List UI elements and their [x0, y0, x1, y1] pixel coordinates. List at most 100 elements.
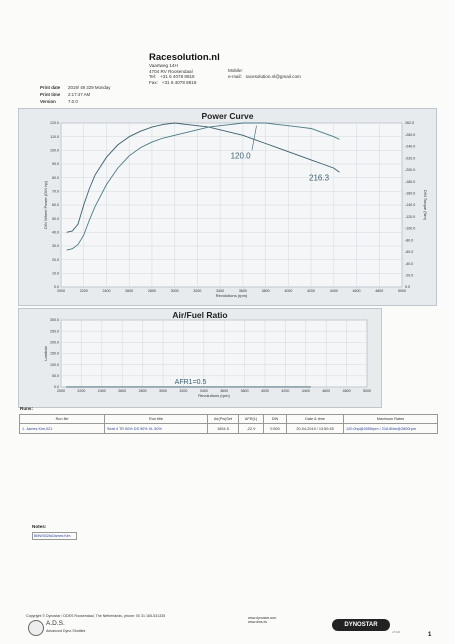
x-tick-label: 3000	[171, 289, 179, 293]
x-tick-label: 2400	[98, 389, 106, 393]
series-line-2	[66, 122, 340, 251]
run-title-cell: Seat 4 TR 50% DS 90% XL 50%	[104, 423, 208, 434]
mobile-label: Mobile:	[228, 68, 243, 73]
y2-tick-label: 0.0	[405, 285, 410, 289]
web-link-1: www.dynostar.com	[248, 616, 277, 620]
y-tick-label: 10.0	[52, 272, 59, 276]
x-tick-label: 2200	[77, 389, 85, 393]
col-run-file: Run file	[19, 413, 105, 425]
address-line-1: Vaartweg 14H	[149, 63, 178, 68]
x-tick-label: 3000	[159, 389, 167, 393]
print-time-row: Print time 2:17:47 AM	[40, 91, 110, 98]
x-axis-label: Revolutions (rpm)	[198, 393, 230, 398]
x-tick-label: 4800	[375, 289, 383, 293]
y-tick-label: 100.0	[50, 363, 59, 367]
runs-table: Run file Run title Air(Pw)Set AFR(1) DIN…	[19, 413, 438, 434]
runs-header-row: Run file Run title Air(Pw)Set AFR(1) DIN…	[19, 413, 438, 425]
x-tick-label: 3200	[179, 389, 187, 393]
print-time: 2:17:47 AM	[68, 92, 91, 98]
y2-tick-label: -40.0	[405, 262, 413, 266]
email-value: racesolution.nl@gmail.com	[245, 73, 301, 79]
version-row: Version 7.0.0	[40, 98, 110, 105]
x-tick-label: 2000	[57, 389, 65, 393]
tel-value: +31 6 4078 8816	[160, 74, 195, 80]
print-date: 2019/ 49 329 Monday	[68, 85, 111, 90]
din-cell: 0.500	[263, 423, 287, 434]
email-line: e-mail: racesolution.nl@gmail.com	[228, 74, 301, 80]
y-tick-label: 0.0	[54, 285, 59, 289]
col-max-rates: Maximum Rates	[343, 413, 438, 425]
airpw-cell: 1654.5	[207, 423, 239, 434]
x-tick-label: 4400	[302, 389, 310, 393]
y-axis-label: DIN Wheel Power (DIN hp)	[43, 180, 48, 229]
x-tick-label: 2400	[102, 289, 110, 293]
x-tick-label: 2800	[139, 389, 147, 393]
y-tick-label: 50.0	[52, 374, 59, 378]
run-file-cell: 1. James Kim.021	[19, 423, 105, 434]
y-tick-label: 200.0	[50, 341, 59, 345]
y-tick-label: 60.0	[52, 203, 59, 207]
y-tick-label: 90.0	[52, 162, 59, 166]
print-date-row: Print date 2019/ 49 329 Monday	[40, 84, 110, 91]
x-tick-label: 3600	[239, 289, 247, 293]
series-line-1	[66, 122, 340, 233]
tel-line: Tel: +31 6 4078 8816	[149, 74, 196, 80]
afr-panel: Air/Fuel Ratio 2000 2200 2400 2600 2800 3000 3…	[18, 308, 382, 408]
x-tick-label: 4200	[281, 389, 289, 393]
y2-tick-label: -220.0	[405, 156, 415, 160]
col-datetime: Date & time	[286, 413, 344, 425]
col-din: DIN	[263, 413, 287, 425]
col-airpw: Air(Pw)Set	[207, 413, 239, 425]
y2-tick-label: -240.0	[405, 145, 415, 149]
company-name: Racesolution.nl	[149, 52, 220, 63]
x-tick-label: 4200	[307, 289, 315, 293]
power-curve-title: Power Curve	[201, 111, 254, 121]
y-tick-label: 0.0	[54, 385, 59, 389]
y2-tick-label: -180.0	[405, 180, 415, 184]
ads-logo-text: A.D.S.	[46, 620, 65, 627]
x-tick-label: 3800	[262, 289, 270, 293]
ads-subtitle: Advanced Dyno Shuttles	[46, 629, 86, 633]
y-tick-label: 150.0	[50, 352, 59, 356]
y-tick-label: 70.0	[52, 190, 59, 194]
afr-chart: 2000 2200 2400 2600 2800 3000 3200 3400 3600 3800…	[43, 318, 371, 398]
x-axis-label: Revolutions (rpm)	[216, 293, 248, 298]
y-tick-label: 40.0	[52, 231, 59, 235]
y2-tick-label: -200.0	[405, 168, 415, 172]
y2-tick-label: -100.0	[405, 227, 415, 231]
annotation-label: 120.0	[231, 152, 252, 161]
x-tick-label: 2000	[57, 289, 65, 293]
col-afr: AFR(1)	[238, 413, 264, 425]
x-tick-label: 3200	[193, 289, 201, 293]
ads-logo-icon	[28, 620, 44, 636]
x-tick-label: 4000	[284, 289, 292, 293]
x-tick-label: 5000	[398, 289, 406, 293]
y-tick-label: 250.0	[50, 329, 59, 333]
afr-title: Air/Fuel Ratio	[172, 310, 228, 320]
x-tick-label: 2200	[80, 289, 88, 293]
y2-tick-label: 262.5	[405, 121, 414, 125]
copyright: Copyright © Dynostar / DDES Roosendaal, …	[26, 614, 166, 618]
table-row[interactable]: 1. James Kim.021 Seat 4 TR 50% DS 90% XL…	[19, 423, 438, 434]
footer-version: v7.0.0	[392, 630, 401, 634]
y-tick-label: 80.0	[52, 176, 59, 180]
version: 7.0.0	[68, 99, 78, 105]
annotation-label: 216.3	[309, 173, 330, 182]
afr-cell: -22.9	[238, 423, 264, 434]
print-time-label: Print time	[40, 92, 61, 98]
annotation-label: AFR1=0.5	[175, 379, 207, 386]
email-label: e-mail:	[228, 73, 242, 79]
y-tick-label: 20.0	[52, 258, 59, 262]
y2-tick-label: -80.0	[405, 238, 413, 242]
y-tick-label: 100.0	[50, 149, 59, 153]
x-tick-label: 3400	[200, 389, 208, 393]
web-link-2: www.dms.eu	[248, 620, 268, 625]
fax-line: Fax: +31 6 4078 8816	[149, 80, 196, 86]
x-tick-label: 4600	[353, 289, 361, 293]
x-tick-label: 2600	[118, 389, 126, 393]
x-tick-label: 4600	[322, 389, 330, 393]
datetime-cell: 20-04-2019 / 13:50:45	[286, 423, 344, 434]
contact-right: Mobile: e-mail: racesolution.nl@gmail.co…	[228, 68, 301, 79]
fax-label: Fax:	[149, 79, 158, 85]
print-date-label: Print date	[40, 85, 61, 90]
